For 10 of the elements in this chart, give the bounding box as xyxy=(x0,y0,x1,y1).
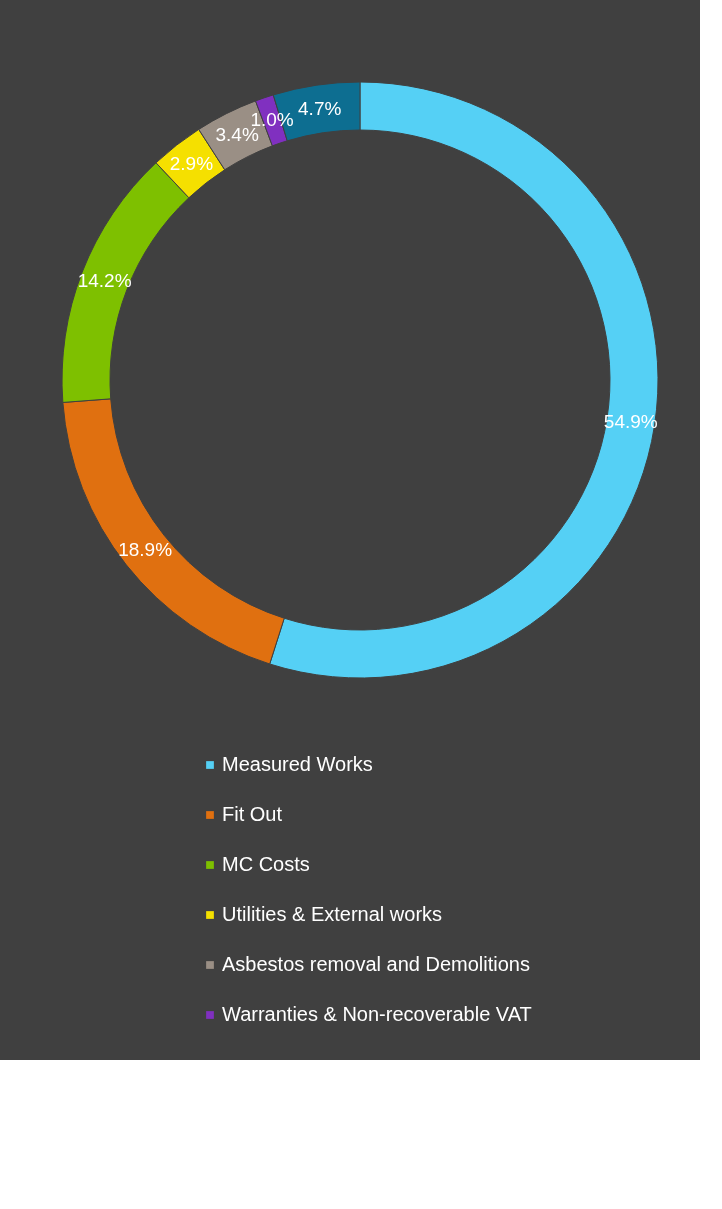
legend-label: Warranties & Non-recoverable VAT xyxy=(222,1003,532,1025)
data-label: 4.7% xyxy=(298,97,342,119)
data-label: 2.9% xyxy=(169,153,214,175)
legend-label: Asbestos removal and Demolitions xyxy=(222,953,530,975)
legend-label: MC Costs xyxy=(222,853,310,875)
data-label: 14.2% xyxy=(77,269,132,291)
legend-label: Measured Works xyxy=(222,753,373,775)
data-label: 18.9% xyxy=(118,538,173,560)
legend-label: Fit Out xyxy=(222,803,283,825)
legend-label: Utilities & External works xyxy=(222,903,443,925)
